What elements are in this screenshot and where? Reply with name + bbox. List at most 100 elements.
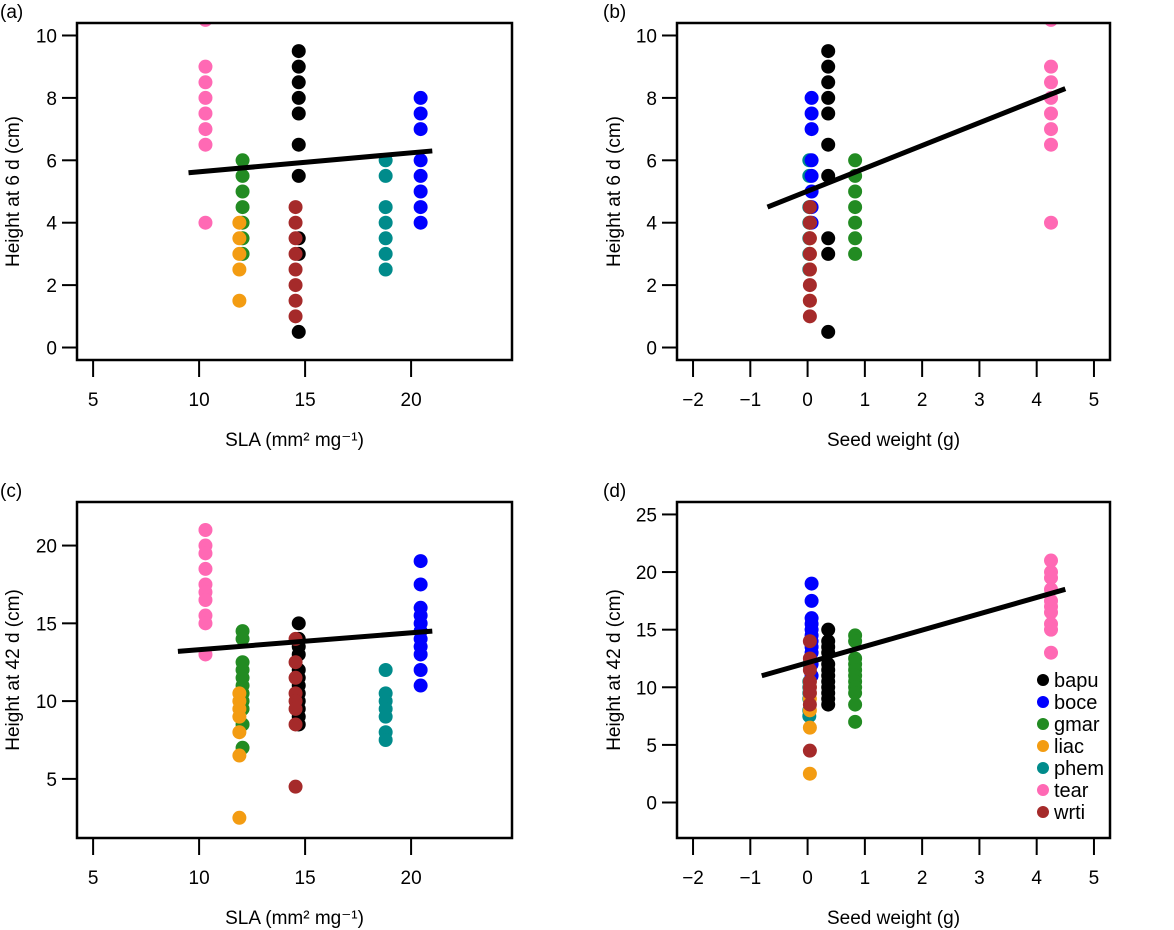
point-gmar (848, 153, 863, 168)
legend-marker (1037, 696, 1049, 708)
y-tick-label: 2 (46, 276, 57, 297)
y-axis-title: Height at 42 d (cm) (3, 589, 24, 751)
point-wrti (802, 215, 817, 230)
point-wrti (288, 231, 303, 246)
point-tear (198, 593, 213, 607)
panel-d: (d) −2 −1 0 1 2 3 4 5 0 5 10 15 20 25 Seed weight (g) He… (603, 481, 1112, 929)
x-tick-label: −2 (682, 868, 704, 889)
x-axis-title: Seed weight (g) (827, 430, 960, 451)
x-tick-label: −1 (739, 390, 761, 411)
point-wrti (288, 717, 303, 732)
points (802, 23, 1059, 339)
points (198, 23, 428, 339)
point-liac (232, 810, 247, 825)
panel-c: (c) 5 10 15 20 5 10 15 20 SLA (mm² mg⁻¹) Height at… (0, 481, 514, 929)
y-tick-label: 25 (636, 505, 657, 526)
x-tick-label: 2 (917, 390, 928, 411)
x-tick-label: 5 (88, 390, 99, 411)
y-tick-label: 0 (46, 339, 57, 360)
x-tick-label: 10 (189, 868, 210, 889)
point-bapu (821, 324, 836, 339)
x-tick-label: 5 (1089, 390, 1100, 411)
point-boce (413, 577, 428, 592)
point-bapu (821, 622, 836, 637)
point-gmar (848, 714, 863, 729)
point-phem (378, 733, 393, 747)
point-boce (413, 90, 428, 105)
point-bapu (821, 246, 836, 261)
point-phem (378, 663, 393, 677)
y-tick-label: 15 (36, 614, 57, 635)
point-tear (1044, 645, 1059, 660)
point-tear (1044, 75, 1059, 90)
point-boce (804, 168, 819, 183)
legend-marker (1037, 674, 1049, 686)
plot-frame (75, 21, 514, 362)
y-tick-label: 10 (36, 26, 57, 47)
point-wrti (802, 246, 817, 261)
point-boce (804, 576, 819, 591)
point-tear (1044, 106, 1059, 121)
x-tick-label: 5 (1089, 868, 1100, 889)
point-tear (1044, 215, 1059, 230)
x-tick-label: 2 (917, 868, 928, 889)
points (802, 553, 1059, 781)
point-boce (413, 168, 428, 183)
point-bapu (291, 75, 306, 90)
plot-frame (675, 21, 1112, 362)
point-wrti (288, 246, 303, 261)
point-gmar (235, 184, 250, 199)
point-wrti (288, 215, 303, 230)
point-wrti (802, 309, 817, 324)
regression-line (766, 86, 1067, 210)
x-tick-label: 3 (974, 390, 985, 411)
point-boce (413, 215, 428, 230)
x-tick-label: 0 (802, 868, 813, 889)
point-gmar (235, 631, 250, 646)
y-axis-title: Height at 42 d (cm) (604, 589, 625, 751)
y-tick-label: 10 (36, 692, 57, 713)
point-bapu (291, 59, 306, 74)
point-phem (378, 231, 393, 246)
point-boce (413, 153, 428, 168)
x-tick-label: 0 (802, 390, 813, 411)
point-tear (1044, 570, 1059, 585)
point-gmar (235, 168, 250, 183)
point-wrti (802, 663, 817, 677)
point-tear (198, 215, 213, 230)
point-bapu (291, 324, 306, 339)
point-liac (232, 262, 247, 277)
legend-label: phem (1054, 758, 1104, 780)
point-boce (804, 90, 819, 105)
point-gmar (848, 634, 863, 649)
x-tick-label: 1 (860, 390, 871, 411)
point-bapu (821, 59, 836, 74)
point-liac (232, 215, 247, 230)
x-tick-label: 20 (401, 390, 422, 411)
legend-label: liac (1054, 736, 1084, 758)
point-liac (232, 725, 247, 740)
point-tear (1044, 137, 1059, 152)
point-gmar (848, 686, 863, 701)
point-liac (232, 246, 247, 261)
point-tear (198, 75, 213, 90)
point-wrti (288, 779, 303, 794)
point-liac (802, 766, 817, 781)
panel-label: (c) (0, 481, 22, 502)
point-gmar (235, 200, 250, 215)
point-wrti (288, 701, 303, 716)
point-bapu (291, 106, 306, 121)
regression-line (761, 586, 1067, 679)
legend-label: tear (1054, 780, 1089, 802)
point-liac (232, 709, 247, 724)
point-liac (232, 231, 247, 246)
point-wrti (288, 655, 303, 670)
point-tear (1044, 605, 1059, 620)
point-phem (378, 709, 393, 724)
legend-item-wrti: wrti (1037, 802, 1085, 824)
point-boce (413, 106, 428, 121)
point-boce (804, 106, 819, 121)
point-tear (198, 122, 213, 137)
